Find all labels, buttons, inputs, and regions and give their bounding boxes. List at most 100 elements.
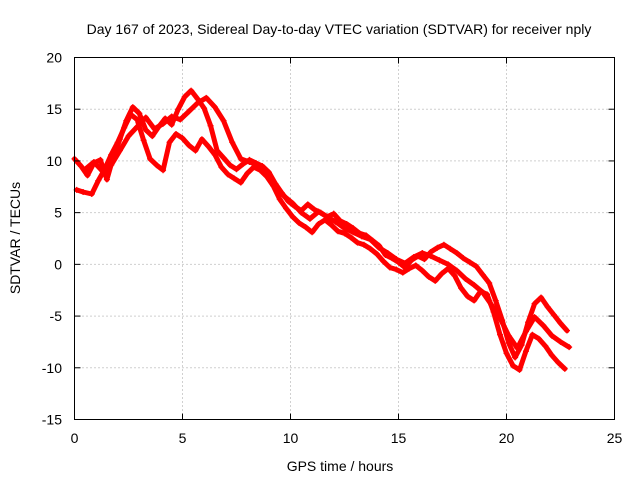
data-point [324, 213, 331, 220]
data-point [160, 167, 167, 174]
data-point [563, 327, 570, 334]
x-tick-labels: 0 5 10 15 20 25 [71, 430, 623, 446]
data-point [134, 123, 141, 130]
data-point [205, 143, 212, 150]
data-point [142, 114, 149, 121]
data-point [233, 166, 240, 173]
data-point [160, 120, 167, 127]
data-point [151, 125, 158, 132]
data-point [464, 293, 471, 300]
data-point [153, 162, 160, 169]
data-point [211, 104, 218, 111]
data-point [168, 121, 175, 128]
data-point [540, 322, 547, 329]
data-point [466, 259, 473, 266]
y-tick-label: 15 [46, 101, 62, 117]
data-point [80, 188, 87, 195]
data-point [229, 139, 236, 146]
data-point [201, 105, 208, 112]
data-point [542, 343, 549, 350]
data-point [497, 315, 504, 322]
y-tick-label: -5 [50, 308, 63, 324]
data-point [471, 297, 478, 304]
data-point [486, 279, 493, 286]
data-point [399, 269, 406, 276]
x-tick-label: 15 [391, 430, 407, 446]
data-point [360, 241, 367, 248]
data-point [561, 365, 568, 372]
data-point [548, 332, 555, 339]
data-point [302, 224, 309, 231]
data-point [121, 124, 128, 131]
data-point [451, 272, 458, 279]
data-point [332, 218, 339, 225]
gridlines [74, 57, 615, 420]
data-point [220, 117, 227, 124]
data-point [516, 366, 523, 373]
data-point [460, 255, 467, 262]
data-point [220, 154, 227, 161]
data-point [147, 155, 154, 162]
data-point [503, 350, 510, 357]
data-point [376, 244, 383, 251]
data-point [479, 289, 486, 296]
data-point [445, 261, 452, 268]
data-point [557, 338, 564, 345]
data-point [555, 359, 562, 366]
data-point [453, 267, 460, 274]
y-tick-label: -15 [42, 412, 62, 428]
data-point [367, 236, 374, 243]
x-tick-label: 25 [607, 430, 623, 446]
data-point [373, 251, 380, 258]
data-point [142, 126, 149, 133]
data-point [306, 215, 313, 222]
data-point [315, 221, 322, 228]
data-point [289, 200, 296, 207]
data-point [88, 191, 95, 198]
data-point [458, 285, 465, 292]
data-point [522, 348, 529, 355]
x-tick-label: 10 [283, 430, 299, 446]
data-point [566, 344, 573, 351]
data-point [134, 116, 141, 123]
data-point [410, 254, 417, 261]
data-point [224, 171, 231, 178]
data-point [421, 256, 428, 263]
data-point [386, 264, 393, 271]
y-tick-label: -10 [42, 360, 62, 376]
data-point [347, 234, 354, 241]
data-point [557, 320, 564, 327]
data-point [436, 257, 443, 264]
data-point [440, 241, 447, 248]
data-point [406, 265, 413, 272]
data-point [188, 87, 195, 94]
data-point [263, 170, 270, 177]
data-point [393, 266, 400, 273]
data-point [179, 135, 186, 142]
y-tick-label: 20 [46, 50, 62, 66]
data-point [198, 136, 205, 143]
data-series [71, 87, 573, 373]
data-point [315, 208, 322, 215]
y-tick-labels: -15 -10 -5 0 5 10 15 20 [42, 50, 62, 428]
y-tick-label: 0 [54, 256, 62, 272]
data-point [509, 362, 516, 369]
data-point [548, 352, 555, 359]
data-point [127, 111, 134, 118]
data-point [492, 297, 499, 304]
data-point [341, 225, 348, 232]
data-point [255, 162, 262, 169]
data-point [207, 122, 214, 129]
data-point [497, 331, 504, 338]
data-point [434, 244, 441, 251]
data-point [140, 137, 147, 144]
data-point [129, 104, 136, 111]
data-point [419, 249, 426, 256]
data-point [304, 201, 311, 208]
data-point [438, 270, 445, 277]
data-point [479, 271, 486, 278]
data-point [90, 158, 97, 165]
data-point [296, 219, 303, 226]
data-point [505, 332, 512, 339]
